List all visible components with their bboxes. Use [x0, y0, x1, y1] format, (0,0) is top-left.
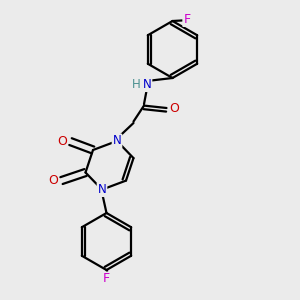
Text: H: H — [132, 78, 141, 91]
Text: N: N — [98, 183, 106, 196]
Text: F: F — [183, 13, 190, 26]
Text: O: O — [57, 135, 67, 148]
Text: O: O — [169, 101, 179, 115]
Text: F: F — [103, 272, 110, 286]
Text: O: O — [48, 174, 58, 187]
Text: N: N — [142, 78, 152, 91]
Text: N: N — [112, 134, 122, 148]
